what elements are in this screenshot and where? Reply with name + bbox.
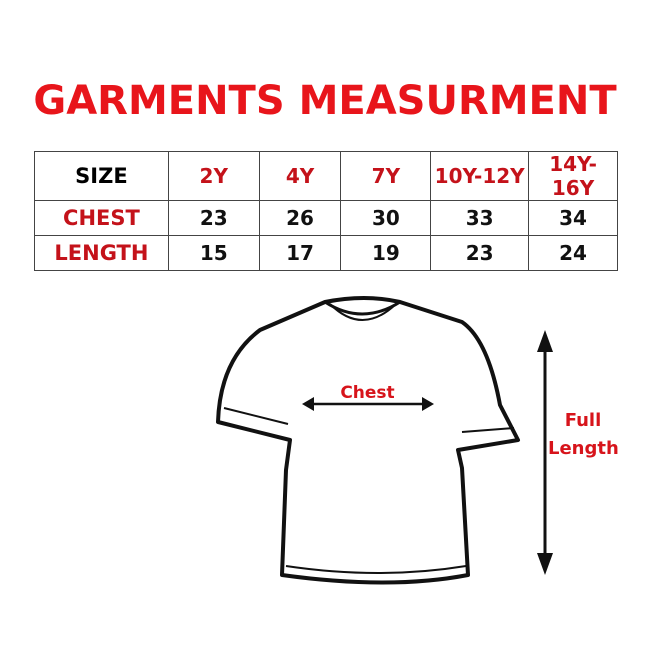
table-cell: 15 xyxy=(167,235,260,271)
header-cell: 7Y xyxy=(340,151,432,201)
chest-arrow xyxy=(302,397,434,411)
page-title: GARMENTS MEASURMENT xyxy=(33,78,617,124)
table-header-row: SIZE 2Y 4Y 7Y 10Y-12Y 14Y-16Y xyxy=(34,151,618,201)
header-cell: 4Y xyxy=(258,151,342,201)
table-cell: 23 xyxy=(167,200,260,236)
table-row: CHEST 23 26 30 33 34 xyxy=(34,200,618,236)
chest-label: Chest xyxy=(340,383,395,403)
header-cell: 10Y-12Y xyxy=(430,151,530,201)
row-label: CHEST xyxy=(34,200,169,236)
tshirt-outline xyxy=(216,296,520,585)
table-cell: 34 xyxy=(528,200,618,236)
table-cell: 24 xyxy=(528,235,618,271)
table-cell: 19 xyxy=(340,235,432,271)
length-label: Length xyxy=(548,438,619,459)
table-cell: 30 xyxy=(340,200,432,236)
table-cell: 23 xyxy=(430,235,530,271)
header-cell: SIZE xyxy=(34,151,169,201)
table-cell: 17 xyxy=(258,235,342,271)
tshirt-diagram xyxy=(216,296,553,585)
header-cell: 2Y xyxy=(167,151,260,201)
full-label: Full xyxy=(564,410,602,431)
header-cell: 14Y-16Y xyxy=(528,151,618,201)
tshirt-collar xyxy=(324,300,401,316)
size-chart-table: SIZE 2Y 4Y 7Y 10Y-12Y 14Y-16Y CHEST 23 2… xyxy=(34,151,618,271)
table-cell: 33 xyxy=(430,200,530,236)
length-arrow xyxy=(537,330,553,575)
table-cell: 26 xyxy=(258,200,342,236)
row-label: LENGTH xyxy=(34,235,169,271)
table-row: LENGTH 15 17 19 23 24 xyxy=(34,235,618,271)
